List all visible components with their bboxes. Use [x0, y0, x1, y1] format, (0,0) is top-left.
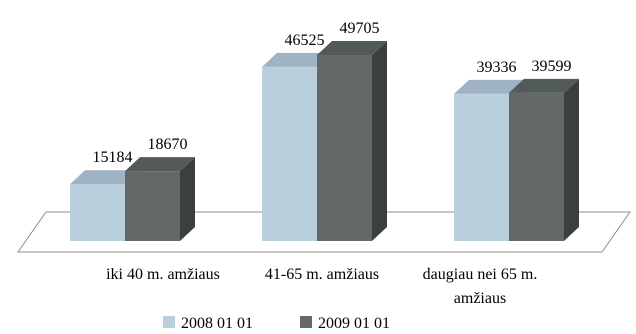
- bar-side-face: [564, 79, 579, 241]
- category-label-3: daugiau nei 65 m. amžiaus: [423, 266, 538, 307]
- category-label-1: iki 40 m. amžiaus: [106, 266, 220, 283]
- bar-side-face: [180, 157, 195, 241]
- category-labels: iki 40 m. amžiaus 41-65 m. amžiaus daugiau…: [106, 266, 537, 307]
- bar-front-face: [454, 94, 509, 241]
- legend-swatch: [163, 316, 175, 328]
- bar-2-series-2: [317, 41, 387, 241]
- legend-label: 2009 01 01: [318, 315, 390, 332]
- legend-swatch: [300, 316, 312, 328]
- value-label-2-2: 49705: [340, 20, 380, 37]
- category-label-2: 41-65 m. amžiaus: [265, 266, 379, 283]
- bar-front-face: [125, 171, 180, 241]
- legend: 2008 01 01 2009 01 01: [163, 315, 390, 332]
- bar-1-series-2: [125, 157, 195, 241]
- bar-front-face: [317, 55, 372, 241]
- legend-label: 2008 01 01: [181, 315, 253, 332]
- value-label-1-2: 18670: [148, 136, 188, 153]
- bar-front-face: [262, 67, 317, 241]
- value-label-2-1: 46525: [285, 32, 325, 49]
- bar-front-face: [70, 184, 125, 241]
- value-label-3-1: 39336: [477, 59, 517, 76]
- legend-item-2: 2009 01 01: [300, 315, 390, 332]
- value-label-3-2: 39599: [532, 58, 572, 75]
- legend-item-1: 2008 01 01: [163, 315, 253, 332]
- bar-3-series-2: [509, 79, 579, 241]
- bar-front-face: [509, 93, 564, 241]
- bar-side-face: [372, 41, 387, 241]
- value-label-1-1: 15184: [93, 149, 133, 166]
